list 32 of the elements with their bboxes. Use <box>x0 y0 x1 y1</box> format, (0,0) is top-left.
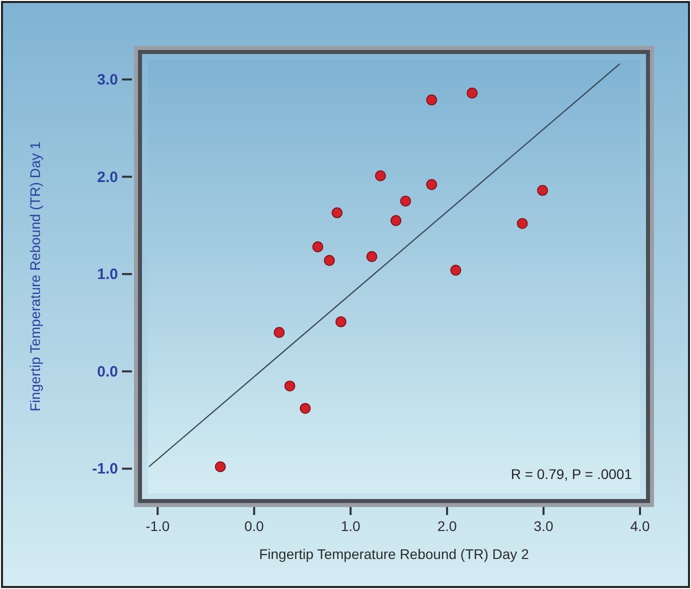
x-tick-label: 1.0 <box>340 518 361 534</box>
y-tick-label: 2.0 <box>97 168 118 186</box>
point <box>466 88 478 98</box>
y-tick-label: 0.0 <box>97 363 118 380</box>
point <box>300 402 311 414</box>
x-axis-title: Fingertip Temperature Rebound (TR) Day 2 <box>259 546 530 562</box>
y-tick-label: 1.0 <box>97 266 118 284</box>
point <box>375 170 386 182</box>
point <box>366 251 378 262</box>
point <box>332 207 342 218</box>
y-tick-label: -1.0 <box>92 460 118 478</box>
x-tick-label: -1.0 <box>146 518 170 534</box>
point <box>450 264 462 276</box>
point <box>284 380 296 392</box>
point <box>426 179 438 190</box>
point <box>312 241 324 252</box>
point <box>274 327 285 338</box>
point <box>426 94 438 106</box>
y-tick-label: 3.0 <box>97 71 118 88</box>
point <box>516 218 528 229</box>
point <box>214 461 226 472</box>
annotation: R = 0.79, P = .0001 <box>510 466 632 482</box>
y-axis-title: Fingertip Temperature Rebound (TR) Day 1 <box>27 141 43 412</box>
point <box>336 316 346 328</box>
x-tick-label: 4.0 <box>630 518 650 534</box>
x-tick-label: 3.0 <box>534 518 554 534</box>
point <box>324 255 335 266</box>
point <box>537 184 548 196</box>
x-tick-label: 0.0 <box>244 518 264 534</box>
point <box>400 196 411 206</box>
x-tick-label: 2.0 <box>437 518 457 534</box>
point <box>390 215 402 226</box>
